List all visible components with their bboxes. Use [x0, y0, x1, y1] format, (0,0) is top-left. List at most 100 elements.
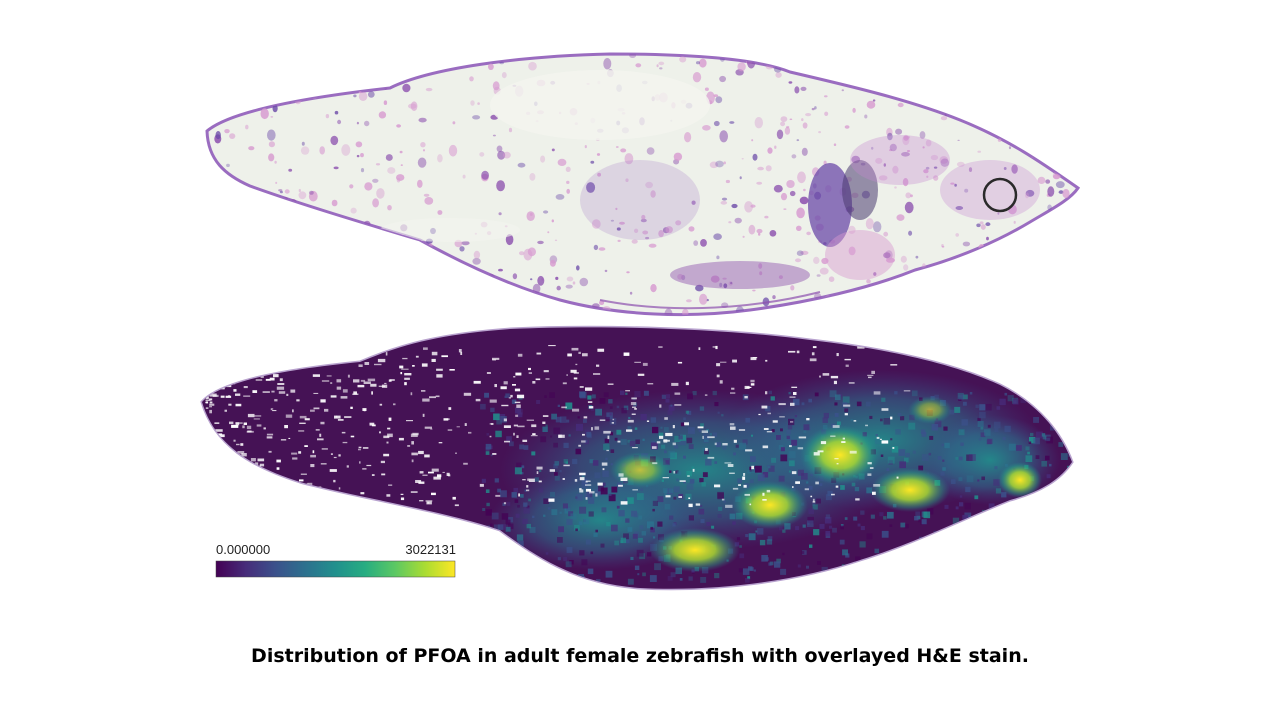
heat-pixel: [640, 488, 643, 491]
tissue-speck: [752, 289, 756, 292]
heat-pixel: [614, 437, 618, 441]
heat-pixel: [812, 504, 818, 510]
heat-pixel: [686, 482, 694, 490]
tissue-gap: [371, 391, 373, 395]
tissue-speck: [658, 61, 665, 66]
tissue-speck: [776, 129, 784, 140]
tissue-gap: [404, 377, 410, 380]
heat-pixel: [967, 575, 971, 578]
tissue-gap: [377, 358, 386, 363]
heat-pixel: [504, 395, 507, 398]
tissue-gap: [266, 436, 273, 439]
heat-pixel: [855, 556, 861, 562]
tissue-gap: [448, 407, 452, 410]
tissue-gap: [581, 440, 586, 443]
tissue-speck: [593, 244, 599, 251]
heat-pixel: [918, 465, 924, 471]
heat-pixel: [1045, 547, 1051, 553]
tissue-speck: [259, 54, 263, 58]
tissue-gap: [330, 498, 333, 502]
tissue-speck: [977, 150, 981, 153]
tissue-gap: [791, 386, 798, 388]
tissue-gap: [602, 468, 605, 471]
heat-pixel: [652, 500, 658, 506]
tissue-gap: [812, 346, 817, 349]
tissue-speck: [536, 295, 543, 303]
tissue-speck: [215, 131, 221, 140]
tissue-speck: [719, 130, 728, 143]
tissue-gap: [321, 448, 328, 450]
tissue-speck: [355, 141, 363, 148]
tissue-gap: [411, 459, 414, 463]
tissue-speck: [986, 79, 991, 83]
heat-pixel: [650, 417, 657, 423]
heat-pixel: [588, 511, 594, 517]
tissue-gap: [811, 352, 815, 356]
heat-pixel: [516, 534, 524, 541]
heat-pixel: [824, 517, 832, 524]
tissue-gap: [652, 462, 658, 465]
tissue-speck: [307, 276, 315, 283]
heat-pixel: [993, 534, 999, 540]
tissue-gap: [573, 377, 578, 380]
tissue-speck: [448, 273, 452, 277]
tissue-speck: [866, 279, 871, 284]
heat-pixel: [869, 558, 876, 565]
heat-pixel: [881, 530, 889, 538]
tissue-gap: [548, 345, 556, 347]
tissue-speck: [903, 135, 911, 139]
tissue-gap: [398, 437, 404, 441]
heat-pixel: [501, 513, 509, 520]
heat-pixel: [1046, 474, 1051, 479]
tissue-speck: [751, 139, 754, 142]
tissue-speck: [930, 154, 939, 161]
heat-pixel: [958, 456, 963, 461]
heat-pixel: [929, 435, 934, 440]
heat-pixel: [714, 573, 720, 579]
heat-pixel: [642, 438, 645, 441]
tissue-gap: [229, 483, 236, 485]
heat-pixel: [767, 465, 771, 469]
he-stain-section: [205, 52, 1081, 317]
tissue-speck: [259, 282, 262, 285]
heat-pixel: [600, 487, 608, 495]
tissue-gap: [370, 383, 377, 387]
tissue-speck: [767, 147, 773, 154]
tissue-gap: [662, 477, 669, 479]
heat-pixel: [859, 541, 866, 548]
heat-pixel: [778, 475, 785, 482]
tissue-speck: [389, 298, 396, 303]
tissue-speck: [985, 222, 991, 227]
heat-pixel: [908, 422, 916, 430]
tissue-speck: [423, 193, 430, 197]
heat-pixel: [551, 509, 558, 516]
tissue-gap: [834, 458, 839, 460]
tissue-gap: [585, 387, 593, 391]
heat-pixel: [716, 442, 721, 448]
heat-pixel: [931, 424, 939, 431]
tissue-gap: [836, 353, 839, 357]
heat-pixel: [486, 502, 490, 507]
tissue-gap: [288, 437, 291, 439]
tissue-speck: [796, 207, 805, 219]
tissue-speck: [371, 69, 377, 74]
tissue-gap: [843, 404, 851, 407]
tissue-gap: [336, 379, 342, 383]
tissue-gap: [500, 386, 507, 390]
tissue-speck: [451, 283, 458, 288]
heat-pixel: [1068, 504, 1071, 507]
tissue-speck: [800, 250, 809, 255]
tissue-speck: [387, 205, 392, 211]
tissue-speck: [498, 212, 502, 216]
tissue-speck: [245, 259, 249, 262]
tissue-speck: [210, 224, 213, 228]
heat-pixel: [584, 439, 588, 443]
heat-pixel: [788, 392, 791, 395]
tissue-speck: [1023, 256, 1026, 260]
tissue-gap: [270, 408, 273, 411]
tissue-speck: [240, 256, 244, 260]
tissue-gap: [265, 378, 271, 381]
heat-pixel: [900, 416, 905, 421]
tissue-speck: [466, 285, 472, 290]
